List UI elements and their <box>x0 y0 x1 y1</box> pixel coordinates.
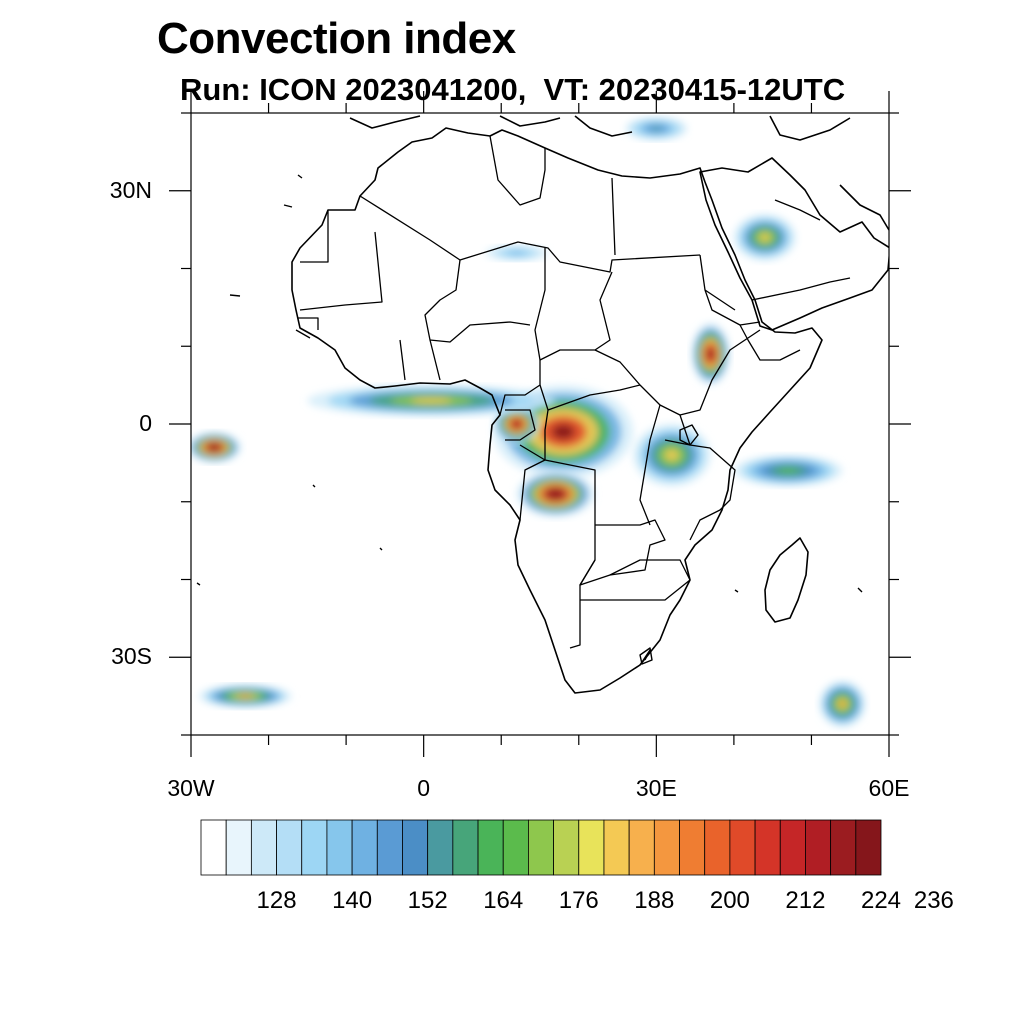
convection-level <box>665 449 679 461</box>
convection-blob <box>307 385 556 417</box>
y-tick-label: 30S <box>111 643 152 670</box>
colorbar-box <box>376 819 403 876</box>
africa-coastline <box>291 127 823 694</box>
colorbar-box <box>326 819 353 876</box>
x-tick-label: 0 <box>417 775 431 801</box>
colorbar-box <box>628 819 655 876</box>
convection-level <box>511 251 522 255</box>
colorbar-label: 176 <box>558 887 599 914</box>
colorbar-box <box>603 819 630 876</box>
convection-blob <box>198 684 292 708</box>
colorbar-box <box>578 819 605 876</box>
colorbar-box <box>653 819 680 876</box>
convection-blob <box>819 680 866 728</box>
madagascar-coastline <box>764 537 809 623</box>
coastlines-and-borders <box>196 115 889 694</box>
convection-blob <box>733 214 796 261</box>
colorbar-box <box>200 819 227 876</box>
colorbar-box <box>427 819 454 876</box>
y-tick-label: 30N <box>109 176 152 203</box>
country-borders <box>295 135 851 666</box>
colorbar-label: 200 <box>709 887 750 914</box>
convection-level <box>707 348 714 360</box>
convection-level <box>838 700 847 708</box>
colorbar-boxes <box>200 819 882 876</box>
y-tick-label: 0 <box>139 410 152 436</box>
colorbar-box <box>679 819 706 876</box>
colorbar-box <box>729 819 756 876</box>
colorbar-box <box>301 819 328 876</box>
convection-level <box>512 420 521 428</box>
convection-level <box>651 126 662 131</box>
x-tick-label: 30E <box>635 775 677 801</box>
colorbar-box <box>402 819 429 876</box>
convection-blob <box>733 455 843 487</box>
map-title: Convection index <box>157 14 516 63</box>
convection-blob <box>191 431 242 463</box>
arabia-coastline <box>699 157 889 331</box>
colorbar-box <box>250 819 277 876</box>
colorbar-box <box>805 819 832 876</box>
convection-level <box>549 490 562 498</box>
colorbar-box <box>754 819 781 876</box>
convection-blob <box>633 424 711 487</box>
colorbar-label: 236 <box>913 887 954 914</box>
colorbar-box <box>779 819 806 876</box>
colorbar-box <box>704 819 731 876</box>
x-tick-label: 60E <box>868 775 910 801</box>
convection-level <box>410 398 453 404</box>
colorbar-box <box>553 819 580 876</box>
colorbar-box <box>477 819 504 876</box>
colorbar-box <box>351 819 378 876</box>
colorbar-label: 164 <box>483 887 524 914</box>
colorbar-box <box>502 819 529 876</box>
convection-level <box>237 694 254 699</box>
convection-level <box>759 233 771 242</box>
colorbar-box <box>528 819 554 876</box>
colorbar-box <box>855 819 882 876</box>
lake-victoria <box>679 424 699 446</box>
convection-blob <box>516 470 595 518</box>
colorbar-box <box>830 819 857 876</box>
x-tick-label: 30W <box>167 775 215 801</box>
colorbar-label: 140 <box>332 887 373 914</box>
convection-blob <box>625 116 688 141</box>
convection-level <box>209 444 219 450</box>
colorbar-label: 128 <box>256 887 297 914</box>
map-subtitle: Run: ICON 2023041200, VT: 20230415-12UTC <box>180 72 846 107</box>
europe-coastline <box>349 115 851 141</box>
colorbar-label: 224 <box>860 887 902 914</box>
colorbar-label: 212 <box>785 887 826 914</box>
convection-level <box>779 468 798 474</box>
colorbar-box <box>225 819 252 876</box>
axis-ticks <box>169 91 911 757</box>
colorbar-label: 188 <box>634 887 675 914</box>
colorbar-box <box>276 819 303 876</box>
convection-field <box>191 116 866 728</box>
colorbar-label: 152 <box>407 887 448 914</box>
colorbar-box <box>452 819 479 876</box>
convection-level <box>551 424 575 440</box>
convection-blob <box>691 322 731 386</box>
convection-blob <box>485 245 548 261</box>
